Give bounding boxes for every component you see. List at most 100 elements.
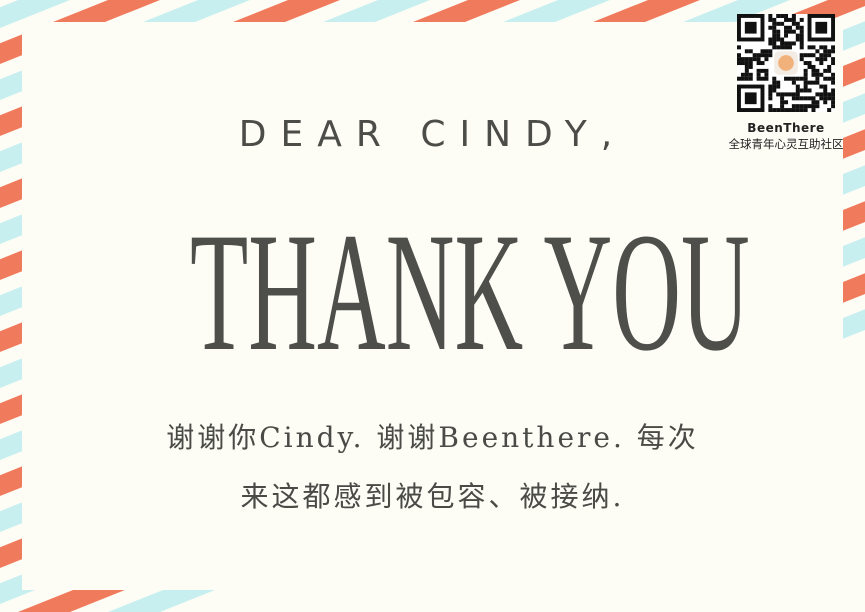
qr-module [831,72,836,77]
qr-module [744,64,749,69]
message-line-1: 谢谢你Cindy. 谢谢Beenthere. 每次 [166,421,699,454]
qr-module [784,108,789,113]
qr-module [764,72,769,77]
qr-module [772,37,777,42]
qr-module [752,57,757,62]
qr-module [784,29,789,34]
qr-module [756,72,761,77]
qr-module [795,76,800,81]
qr-module [803,104,808,109]
qr-module [807,104,812,109]
qr-module [791,104,796,109]
qr-module [803,72,808,77]
qr-module [815,100,820,105]
qr-module [756,61,761,66]
qr-module [787,25,792,30]
greeting: DEAR CINDY, [238,114,627,155]
qr-module [795,92,800,97]
qr-module [784,41,789,46]
qr-module [799,96,804,101]
qr-module [784,45,789,50]
qr-module [780,100,785,105]
qr-module [799,25,804,30]
qr-module [776,92,781,97]
qr-module [811,53,816,58]
qr-tagline: 全球青年心灵互助社区 [728,137,844,151]
qr-module [811,72,816,77]
qr-module [760,61,765,66]
qr-module [807,45,812,50]
qr-module [756,68,761,73]
qr-module [827,49,832,54]
qr-code [737,14,836,113]
qr-module [807,88,812,93]
qr-module [807,64,812,69]
qr-module [760,68,765,73]
qr-module [756,76,761,81]
qr-module [799,76,804,81]
qr-module [823,92,828,97]
qr-module [803,68,808,73]
qr-module [776,21,781,26]
qr-module [740,57,745,62]
qr-module [768,92,773,97]
qr-module [795,37,800,42]
qr-module [776,14,781,18]
qr-module [811,104,816,109]
qr-module [795,104,800,109]
qr-module [768,14,773,18]
qr-module [768,49,773,54]
qr-brand-name: BeenThere [747,121,825,135]
qr-module [748,76,753,81]
qr-module [787,17,792,22]
qr-module [737,53,741,58]
qr-module [772,80,777,85]
qr-module [803,96,808,101]
qr-module [811,64,816,69]
qr-module [744,57,749,62]
qr-module [831,104,836,109]
qr-module [791,76,796,81]
qr-module [744,61,749,66]
qr-module [787,41,792,46]
qr-module [815,68,820,73]
qr-module [787,29,792,34]
qr-module [768,96,773,101]
qr-module [819,96,824,101]
qr-logo-mark [778,55,794,71]
qr-module [803,108,808,113]
qr-module [795,96,800,101]
qr-module [807,96,812,101]
qr-module [768,104,773,109]
qr-module [823,53,828,58]
qr-module [803,84,808,89]
qr-module [815,92,820,97]
qr-module [799,33,804,38]
qr-module [764,76,769,81]
qr-module [737,45,741,50]
headline-thank-you: THANK YOU [190,198,750,386]
qr-badge: BeenThere 全球青年心灵互助社区 [708,14,864,152]
qr-module [795,108,800,113]
qr-module [740,61,745,66]
qr-module [737,61,741,66]
qr-module [764,53,769,58]
qr-module [819,61,824,66]
qr-module [803,53,808,58]
qr-finder-center [815,21,828,34]
qr-module [744,76,749,81]
message-line-2: 来这都感到被包容、被接纳. [240,480,625,513]
qr-module [780,45,785,50]
qr-module [799,45,804,50]
qr-module [772,21,777,26]
qr-module [784,14,789,18]
qr-module [791,96,796,101]
qr-module [791,92,796,97]
qr-module [795,88,800,93]
qr-module [780,104,785,109]
qr-module [823,84,828,89]
qr-module [811,100,816,105]
qr-module [799,17,804,22]
qr-module [780,21,785,26]
